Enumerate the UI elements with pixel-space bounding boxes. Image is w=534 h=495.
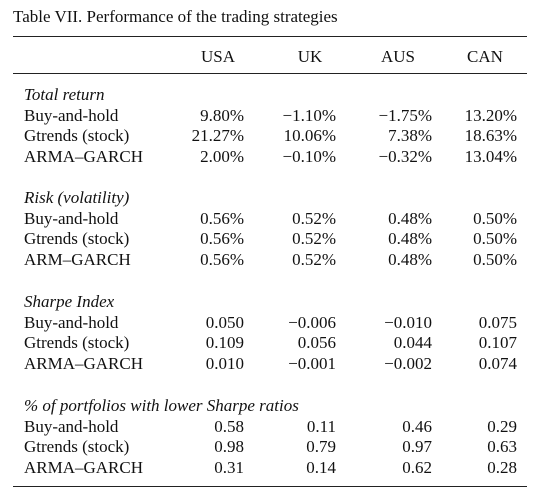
row-label: Gtrends (stock)	[24, 126, 130, 146]
column-header: AUS	[380, 47, 416, 66]
table-title: Table VII. Performance of the trading st…	[13, 7, 338, 26]
cell: 0.50%	[473, 250, 517, 270]
cell: 13.04%	[464, 147, 517, 167]
cell: 0.63	[487, 437, 517, 457]
cell: 0.14	[306, 458, 336, 478]
cell: 10.06%	[283, 126, 336, 146]
cell: 0.46	[402, 416, 432, 436]
header-rule	[13, 73, 527, 74]
cell: 0.074	[478, 354, 517, 374]
cell: −1.75%	[378, 105, 433, 125]
cell: 0.056	[297, 333, 336, 353]
cell: −0.32%	[378, 147, 433, 167]
cell: −0.006	[288, 312, 336, 332]
row-label: ARM–GARCH	[24, 250, 131, 270]
cell: −1.10%	[282, 105, 337, 125]
bottom-rule	[13, 486, 527, 488]
cell: 7.38%	[388, 126, 432, 146]
column-header: CAN	[467, 47, 503, 66]
top-rule	[13, 36, 527, 38]
cell: 0.48%	[388, 208, 432, 228]
cell: 0.97	[402, 437, 432, 457]
cell: −0.10%	[282, 147, 337, 167]
cell: 0.48%	[388, 250, 432, 270]
cell: 0.50%	[473, 229, 517, 249]
row-label: Buy-and-hold	[24, 312, 119, 332]
cell: 0.29	[487, 416, 517, 436]
cell: 13.20%	[464, 105, 517, 125]
cell: 18.63%	[464, 126, 517, 146]
cell: 0.98	[214, 437, 244, 457]
row-label: Buy-and-hold	[24, 416, 119, 436]
cell: 0.56%	[200, 208, 244, 228]
column-header: UK	[297, 47, 323, 66]
cell: 0.56%	[200, 250, 244, 270]
cell: 2.00%	[200, 147, 244, 167]
cell: 21.27%	[191, 126, 244, 146]
cell: 0.50%	[473, 208, 517, 228]
cell: −0.001	[288, 354, 336, 374]
cell: 0.62	[402, 458, 432, 478]
row-label: Buy-and-hold	[24, 208, 119, 228]
cell: 0.050	[205, 312, 244, 332]
cell: 0.56%	[200, 229, 244, 249]
cell: 0.109	[205, 333, 244, 353]
row-label: ARMA–GARCH	[24, 458, 144, 478]
cell: 0.075	[478, 312, 517, 332]
section-title: Risk (volatility)	[24, 188, 130, 207]
cell: 0.31	[214, 458, 244, 478]
section-title: Sharpe Index	[24, 292, 115, 311]
cell: −0.002	[384, 354, 432, 374]
cell: 0.52%	[292, 229, 336, 249]
cell: 0.107	[478, 333, 517, 353]
cell: 0.28	[487, 458, 517, 478]
row-label: Buy-and-hold	[24, 105, 119, 125]
cell: 0.52%	[292, 250, 336, 270]
cell: 9.80%	[200, 105, 244, 125]
row-label: Gtrends (stock)	[24, 437, 130, 457]
row-label: ARMA–GARCH	[24, 354, 144, 374]
cell: 0.58	[214, 416, 244, 436]
cell: 0.79	[306, 437, 336, 457]
cell: 0.48%	[388, 229, 432, 249]
column-header: USA	[200, 47, 236, 66]
cell: −0.010	[384, 312, 432, 332]
cell: 0.044	[393, 333, 432, 353]
cell: 0.11	[306, 416, 336, 436]
cell: 0.010	[205, 354, 244, 374]
row-label: Gtrends (stock)	[24, 229, 130, 249]
section-title: Total return	[24, 85, 105, 104]
cell: 0.52%	[292, 208, 336, 228]
row-label: ARMA–GARCH	[24, 147, 144, 167]
row-label: Gtrends (stock)	[24, 333, 130, 353]
section-title: % of portfolios with lower Sharpe ratios	[24, 396, 299, 415]
